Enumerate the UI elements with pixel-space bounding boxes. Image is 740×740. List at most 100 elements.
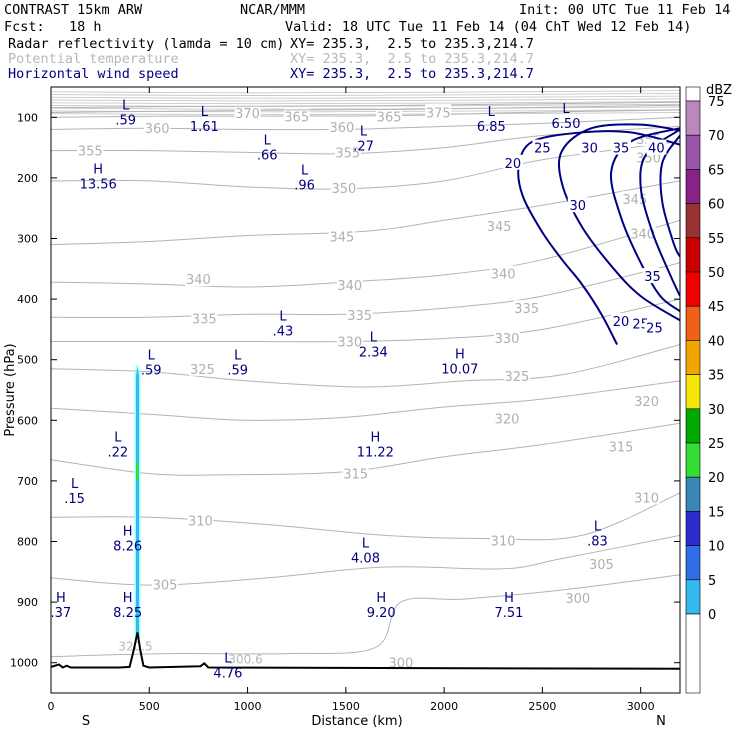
theta-label-bg: [336, 277, 363, 293]
theta-contour-upper: [51, 101, 680, 105]
theta-contour-label: 340: [337, 279, 362, 294]
wind-extremum-value: .59: [141, 364, 162, 379]
theta-label-bg: [564, 589, 591, 605]
wind-low-marker: L: [370, 331, 378, 346]
reflectivity-column: [134, 364, 141, 639]
colorbar-tick-label: 35: [708, 369, 725, 384]
theta-contour-label: 365: [377, 111, 402, 126]
wind-extremum-value: .22: [107, 446, 128, 461]
colorbar-cell: [685, 169, 701, 204]
theta-contour-label: 345: [487, 220, 512, 235]
reflectivity-10dbz: [136, 368, 139, 636]
theta-contour-label: 310: [634, 491, 659, 506]
colorbar-cell: [685, 545, 701, 581]
wind-extremum-value: .83: [587, 535, 608, 550]
axes: 100 200 300 400 500 600 700 800 900 1000 0 500 1000 1…: [10, 87, 680, 713]
wind-extremum-value: 4.08: [351, 552, 380, 567]
x-tick-label: 2000: [430, 700, 458, 713]
theta-contour-label: 345: [622, 193, 647, 208]
terrain: [51, 632, 680, 670]
theta-contour-label: 355: [335, 146, 360, 161]
init-time: Init: 00 UTC Tue 11 Feb 14: [519, 2, 731, 18]
colorbar-cell: [685, 579, 701, 615]
theta-contour-label: 320: [634, 395, 659, 410]
wind-extremum-value: .37: [50, 606, 71, 621]
wind-low-marker: L: [148, 349, 156, 364]
reflectivity-core: [135, 462, 139, 481]
colorbar-cell: [685, 134, 701, 170]
theta-contour-upper: [51, 92, 680, 96]
wind-high-marker: H: [504, 591, 514, 606]
wind-extremum-value: 11.22: [357, 446, 394, 461]
x-tick-label: 1000: [234, 700, 262, 713]
theta-label-bg: [77, 142, 104, 158]
theta-label-bg: [152, 576, 179, 592]
wind-contour-label: 35: [613, 142, 630, 157]
wind-extremum-value: .27: [353, 139, 374, 154]
theta-contour-label: 300: [565, 592, 590, 607]
wind-contour-label: 20: [505, 157, 522, 172]
wind-extremum-value: 6.85: [477, 120, 506, 135]
theta-label-bg: [342, 465, 369, 481]
colorbar-cell: [685, 374, 701, 410]
colorbar-tick-label: 0: [708, 608, 716, 623]
theta-contour-label: 315: [609, 440, 634, 455]
theta-contour-label: 340: [186, 273, 211, 288]
plot-header: CONTRAST 15km ARW NCAR/MMM Init: 00 UTC …: [0, 0, 740, 84]
wind-label-bg: [532, 139, 553, 155]
wind-low-marker: L: [71, 477, 79, 492]
colorbar-cell: [685, 271, 701, 307]
wind-high-marker: H: [93, 163, 103, 178]
theta-contour-upper: [51, 106, 680, 110]
theta-label-bg: [629, 225, 656, 241]
theta-contour-label: 355: [78, 145, 103, 160]
theta-contour-305: [51, 534, 680, 586]
theta-contour-310: [51, 492, 680, 541]
theta-contour-365: [51, 109, 680, 118]
colorbar-cell: [685, 203, 701, 239]
colorbar-cell: [685, 340, 701, 375]
wind-label-bg: [642, 268, 663, 284]
wind-contour-label: 25: [534, 142, 551, 157]
theta-contour-335: [51, 262, 680, 319]
theta-label-bg: [503, 368, 530, 384]
wind-low-marker: L: [562, 102, 570, 117]
x-tick-label: 0: [48, 700, 55, 713]
theta-contour-label: 325: [504, 370, 529, 385]
wind-low-marker: L: [488, 105, 496, 120]
theta-label-bg: [387, 654, 414, 670]
theta-contour-upper: [51, 112, 680, 116]
colorbar-tick-label: 25: [708, 437, 725, 452]
wind-extremum-value: .59: [115, 113, 136, 128]
wind-low-marker: L: [301, 163, 309, 178]
theta-contour-upper: [51, 98, 680, 102]
theta-label-bg: [633, 489, 660, 505]
wind-label-bg: [502, 154, 523, 170]
y-tick-label: 600: [17, 414, 38, 427]
wind-extremum-value: 7.51: [495, 606, 524, 621]
theta-label-bg: [376, 108, 403, 124]
colorbar-tick-label: 70: [708, 129, 725, 144]
wind-high-marker: H: [123, 591, 133, 606]
wind-low-marker: L: [362, 537, 370, 552]
wind-low-marker: L: [594, 520, 602, 535]
field-xy-theta: XY= 235.3, 2.5 to 235.3,214.7: [290, 51, 534, 67]
wind-extremum-value: 8.25: [113, 606, 142, 621]
wind-extremum-value: 8.26: [113, 539, 142, 554]
theta-contour-375: [51, 101, 680, 109]
y-tick-label: 200: [17, 172, 38, 185]
colorbar-tick-label: 5: [708, 574, 716, 589]
wind-extremum-value: .59: [227, 364, 248, 379]
wind-high-marker: H: [455, 347, 465, 362]
theta-contour-label: 335: [347, 309, 372, 324]
colorbar-tick-label: 45: [708, 300, 725, 315]
wind-label-bg: [611, 312, 632, 328]
extrema-labels: L.59L1.61L6.85L6.50L.66L.27H13.56L.96L.4…: [50, 98, 608, 681]
theta-contour-label: 350: [331, 182, 356, 197]
y-tick-label: 500: [17, 354, 38, 367]
colorbar-cell: [685, 442, 701, 478]
wind-contour-40: [659, 134, 680, 258]
theta-label-bg: [144, 120, 171, 136]
theta-label-bg: [346, 306, 373, 322]
x-tick-label: 500: [139, 700, 160, 713]
